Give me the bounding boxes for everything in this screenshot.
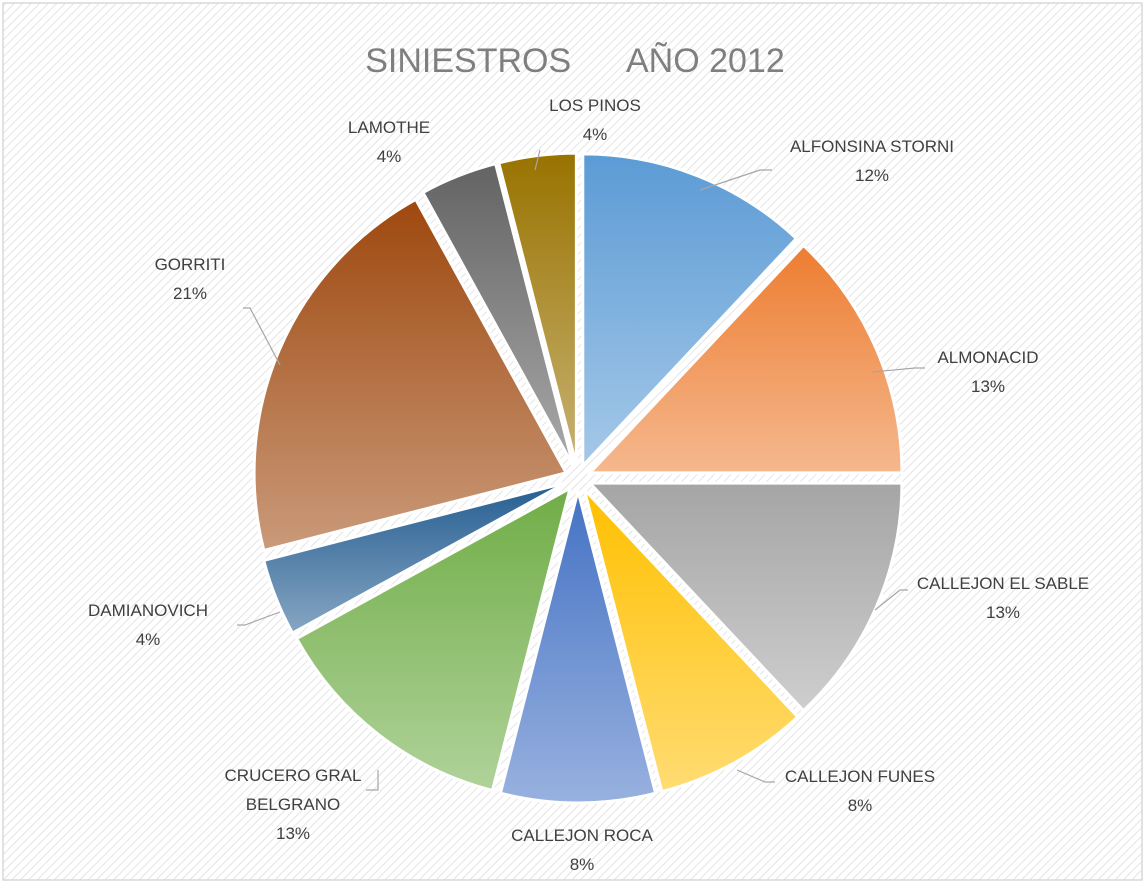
slice-label: CALLEJON ROCA	[511, 826, 653, 845]
slice-value-label: 4%	[136, 630, 161, 649]
slice-label: CALLEJON FUNES	[785, 767, 935, 786]
leader-line	[366, 770, 379, 791]
slice-value-label: 13%	[986, 603, 1020, 622]
slice-label: LOS PINOS	[549, 96, 641, 115]
slice-value-label: 4%	[377, 147, 402, 166]
leader-line	[237, 611, 281, 626]
pie-slice	[582, 488, 800, 794]
slice-label: CRUCERO GRAL BELGRANO	[225, 766, 362, 814]
pie-slice	[294, 485, 573, 793]
pie-slice	[420, 161, 575, 467]
slice-value-label: 8%	[848, 796, 873, 815]
pie-slice	[586, 481, 904, 713]
pie-slice	[581, 152, 799, 470]
slice-value-label: 8%	[570, 855, 595, 874]
slice-label: DAMIANOVICH	[88, 601, 208, 620]
slice-label: ALFONSINA STORNI	[790, 137, 954, 156]
slice-value-label: 4%	[583, 125, 608, 144]
slice-value-label: 13%	[276, 824, 310, 843]
leader-line	[534, 149, 541, 171]
slice-value-label: 12%	[855, 166, 889, 185]
pie-slice	[498, 490, 658, 805]
pie-slice	[252, 197, 569, 553]
leader-line	[871, 367, 925, 373]
leader-line	[243, 307, 281, 366]
chart-title: SINIESTROS AÑO 2012	[365, 42, 785, 80]
pie-slice	[261, 481, 567, 636]
slice-label: LAMOTHE	[348, 118, 430, 137]
pie-slice	[586, 243, 904, 475]
pie-slice	[496, 151, 578, 466]
slice-label: ALMONACID	[937, 348, 1038, 367]
leader-line	[699, 169, 772, 191]
slice-label: CALLEJON EL SABLE	[917, 574, 1089, 593]
slice-label: GORRITI	[155, 255, 226, 274]
slice-value-label: 13%	[971, 377, 1005, 396]
slice-value-label: 21%	[173, 284, 207, 303]
leader-line	[736, 769, 775, 783]
leader-line	[874, 589, 908, 611]
